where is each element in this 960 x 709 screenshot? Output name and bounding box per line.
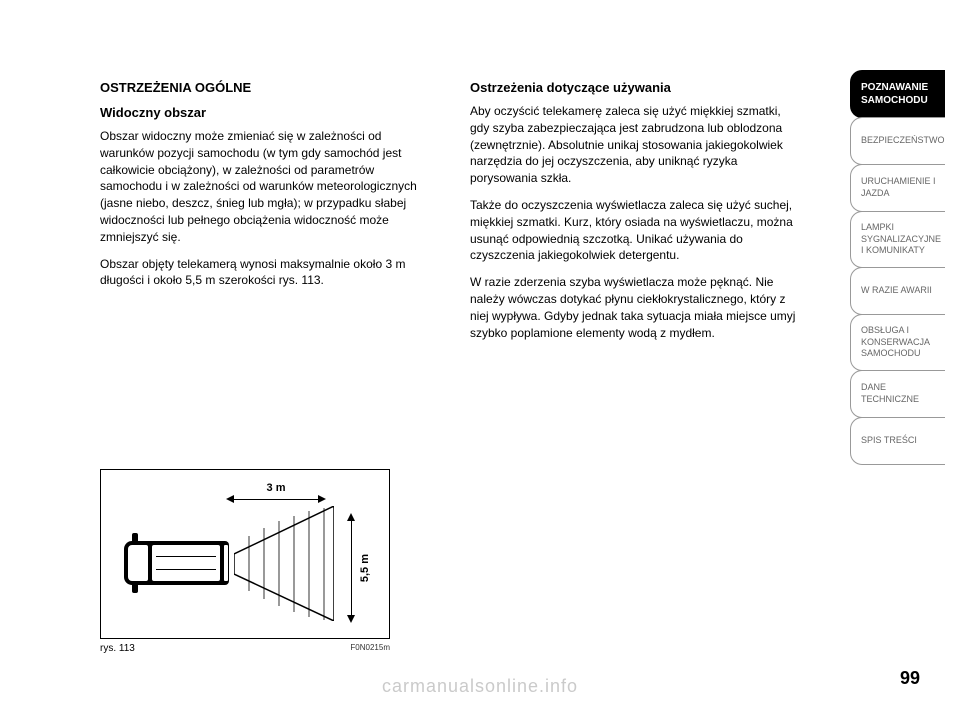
tab-label: DANE TECHNICZNE	[861, 382, 937, 405]
tab-label: OBSŁUGA I KONSERWACJA SAMOCHODU	[861, 325, 937, 360]
tab-obsluga[interactable]: OBSŁUGA I KONSERWACJA SAMOCHODU	[850, 314, 945, 371]
camera-view-cone-icon	[234, 506, 334, 621]
section-heading: OSTRZEŻENIA OGÓLNE	[100, 80, 430, 95]
dimension-length-label: 3 m	[226, 482, 326, 494]
body-paragraph: W razie zderzenia szyba wyświetlacza moż…	[470, 274, 800, 341]
tab-label: W RAZIE AWARII	[861, 285, 932, 297]
dimension-width: 5,5 m	[347, 513, 371, 623]
page-number: 99	[900, 668, 920, 689]
dimension-length: 3 m	[226, 482, 326, 504]
body-paragraph: Także do oczyszczenia wyświetlacza zalec…	[470, 197, 800, 264]
section-subheading: Widoczny obszar	[100, 105, 430, 120]
body-paragraph: Aby oczyścić telekamerę zaleca się użyć …	[470, 103, 800, 187]
dimension-width-label: 5,5 m	[359, 554, 371, 582]
figure-box: 3 m 5,5 m	[100, 469, 390, 639]
tab-uruchamienie[interactable]: URUCHAMIENIE I JAZDA	[850, 164, 945, 212]
tab-spis[interactable]: SPIS TREŚCI	[850, 417, 945, 465]
figure-113: 3 m 5,5 m	[100, 469, 390, 654]
tab-awaria[interactable]: W RAZIE AWARII	[850, 267, 945, 315]
tab-label: LAMPKI SYGNALIZACYJNE I KOMUNIKATY	[861, 222, 941, 257]
van-top-view-icon	[124, 533, 234, 593]
tab-label: URUCHAMIENIE I JAZDA	[861, 176, 937, 199]
tab-dane[interactable]: DANE TECHNICZNE	[850, 370, 945, 418]
right-column: Ostrzeżenia dotyczące używania Aby oczyś…	[470, 80, 820, 689]
body-paragraph: Obszar widoczny może zmieniać się w zale…	[100, 128, 430, 246]
tab-label: SPIS TREŚCI	[861, 435, 917, 447]
figure-caption: rys. 113 F0N0215m	[100, 643, 390, 654]
watermark: carmanualsonline.info	[382, 676, 578, 697]
section-subheading: Ostrzeżenia dotyczące używania	[470, 80, 800, 95]
tab-poznawanie[interactable]: POZNAWANIE SAMOCHODU	[850, 70, 945, 118]
tab-lampki[interactable]: LAMPKI SYGNALIZACYJNE I KOMUNIKATY	[850, 211, 945, 268]
tab-label: BEZPIECZEŃSTWO	[861, 135, 945, 147]
section-tabs-sidebar: POZNAWANIE SAMOCHODU BEZPIECZEŃSTWO URUC…	[850, 0, 960, 709]
figure-id: F0N0215m	[350, 643, 390, 654]
tab-label: POZNAWANIE SAMOCHODU	[861, 81, 937, 107]
tab-bezpieczenstwo[interactable]: BEZPIECZEŃSTWO	[850, 117, 945, 165]
body-paragraph: Obszar objęty telekamerą wynosi maksymal…	[100, 256, 430, 290]
manual-page: OSTRZEŻENIA OGÓLNE Widoczny obszar Obsza…	[0, 0, 960, 709]
figure-number: rys. 113	[100, 643, 135, 654]
